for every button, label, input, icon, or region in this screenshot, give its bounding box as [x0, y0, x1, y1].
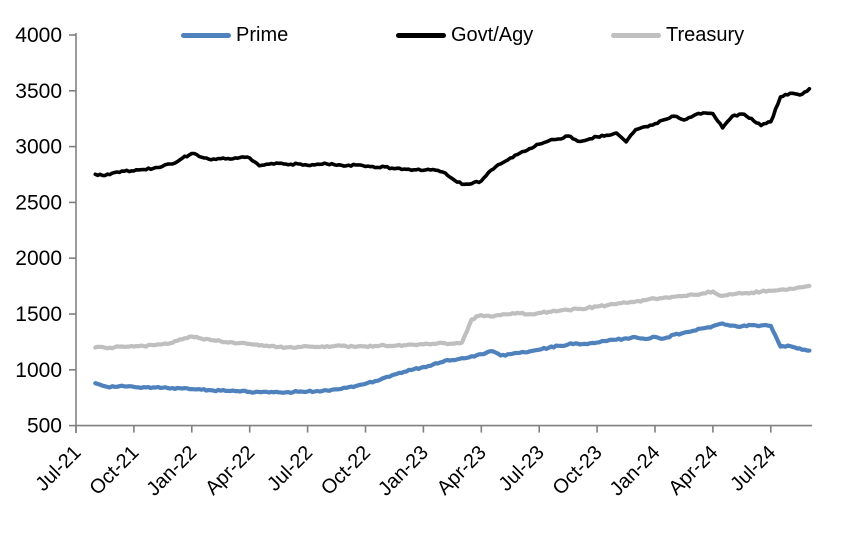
x-axis-label: Oct-21	[85, 442, 143, 500]
x-axis-label: Jul-22	[263, 442, 317, 496]
x-axis-label: Jan-24	[606, 442, 665, 501]
x-axis-label: Oct-22	[317, 442, 375, 500]
govt-agy-series-line	[93, 87, 812, 187]
y-axis-label: 1500	[15, 303, 62, 326]
x-axis-label: Apr-23	[433, 442, 491, 500]
y-axis-label: 2000	[15, 247, 62, 270]
treasury-series-line	[93, 283, 812, 351]
y-axis-label: 500	[27, 415, 62, 438]
x-axis-label: Jan-23	[374, 442, 433, 501]
y-axis-label: 2500	[15, 191, 62, 214]
y-axis-label: 1000	[15, 359, 62, 382]
x-axis-label: Jul-23	[495, 442, 549, 496]
y-axis-label: 3500	[15, 80, 62, 103]
y-axis-label: 4000	[15, 24, 62, 47]
x-axis-label: Jan-22	[143, 442, 202, 501]
x-axis-label: Oct-23	[549, 442, 607, 500]
x-axis-label: Jul-21	[31, 442, 85, 496]
x-axis-label: Jul-24	[726, 442, 780, 496]
x-axis-label: Apr-24	[664, 442, 722, 500]
prime-series-line	[93, 321, 812, 395]
y-axis-label: 3000	[15, 136, 62, 159]
x-axis-label: Apr-22	[201, 442, 259, 500]
